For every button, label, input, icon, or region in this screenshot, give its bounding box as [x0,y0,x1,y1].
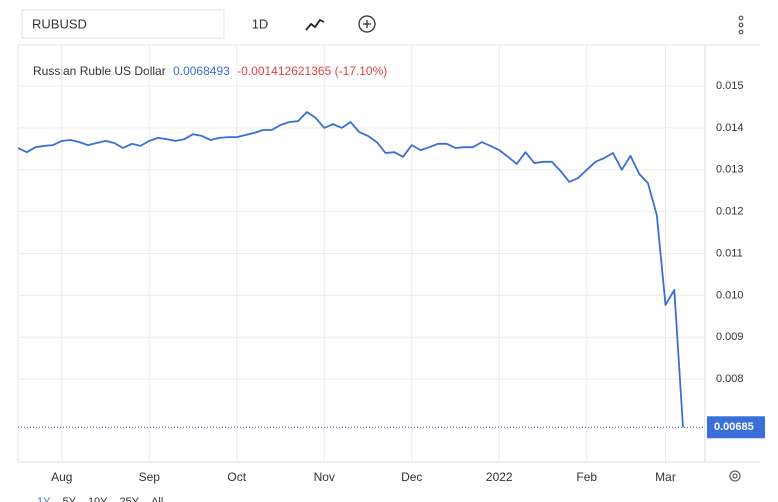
x-tick-label: Sep [139,470,161,484]
chart-title: Russian Ruble US Dollar [33,64,166,78]
x-tick-label: 2022 [486,470,513,484]
y-tick-label: 0.014 [716,122,744,134]
menu-icon[interactable] [738,15,744,35]
y-tick-label: 0.015 [716,80,744,92]
x-tick-label: Aug [51,470,72,484]
range-button[interactable]: 1Y [37,496,51,502]
change: -0.001412621365 (-17.10%) [237,64,387,78]
y-tick-label: 0.013 [716,164,744,176]
chart-type-icon[interactable] [305,18,325,31]
last-value: 0.0068493 [173,64,230,78]
y-tick-label: 0.008 [716,373,744,385]
y-tick-label: 0.011 [716,247,743,259]
y-tick-label: 0.010 [716,289,744,301]
x-tick-label: Dec [401,470,422,484]
x-tick-label: Feb [576,470,597,484]
range-button[interactable]: 5Y [62,496,76,502]
add-icon[interactable] [358,15,376,33]
price-line [17,111,684,428]
symbol-input[interactable] [21,9,225,39]
settings-icon[interactable] [729,470,741,482]
interval[interactable]: 1D [252,16,269,31]
last-price-box [707,416,765,439]
range-button[interactable]: 25Y [120,496,140,502]
y-tick-label: 0.009 [716,331,744,343]
x-tick-label: Mar [655,470,676,484]
symbol: RUBUSD [32,16,87,31]
x-tick-label: Oct [227,470,246,484]
last-price-label: 0.00685 [714,421,754,433]
range-buttons: 1Y 5Y 10Y 25Y All [37,496,163,502]
y-tick-label: 0.012 [716,206,744,218]
range-button[interactable]: All [151,496,163,502]
range-button[interactable]: 10Y [88,496,108,502]
header: Russian Ruble US Dollar 0.0068493 -0.001… [33,64,387,78]
x-tick-label: Nov [314,470,335,484]
